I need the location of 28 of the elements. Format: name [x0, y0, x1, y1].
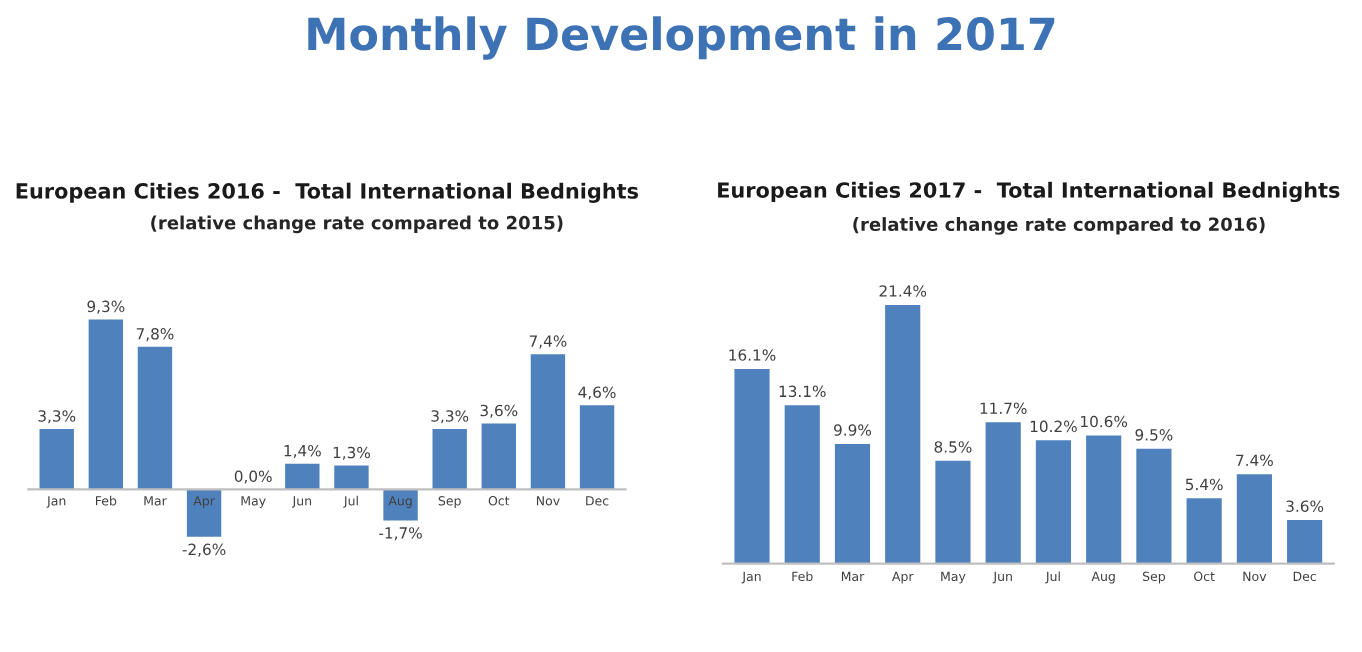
bar: [186, 489, 222, 537]
bar: [885, 304, 921, 564]
bar: [935, 460, 971, 564]
bar: [1287, 520, 1323, 564]
bar: [88, 319, 124, 490]
bar: [383, 489, 418, 521]
bar: [579, 405, 615, 490]
bar: [734, 368, 770, 564]
bar: [1236, 474, 1272, 564]
chart-subtitle: (relative change rate compared to 2016): [853, 217, 1265, 235]
bar: [39, 429, 74, 490]
bar: [1136, 448, 1172, 564]
bar: [334, 465, 369, 490]
bar: [481, 423, 516, 490]
bar: [1035, 440, 1072, 564]
bar: [985, 422, 1021, 564]
bar: [834, 443, 871, 564]
chart-title: European Cities 2017 - Total International Bednights: [718, 181, 1340, 203]
chart-subtitle: (relative change rate compared to 2015): [151, 215, 563, 234]
bar: [432, 429, 467, 490]
bar: [784, 405, 820, 564]
bar: [1086, 435, 1122, 564]
bar: [137, 346, 173, 490]
text: Monthly Development in 2017: [308, 16, 1055, 60]
bar: [530, 354, 566, 490]
bar: [285, 463, 320, 490]
bar: [1186, 498, 1222, 564]
chart-title: European Cities 2016 - Total International Bednights: [16, 182, 639, 204]
